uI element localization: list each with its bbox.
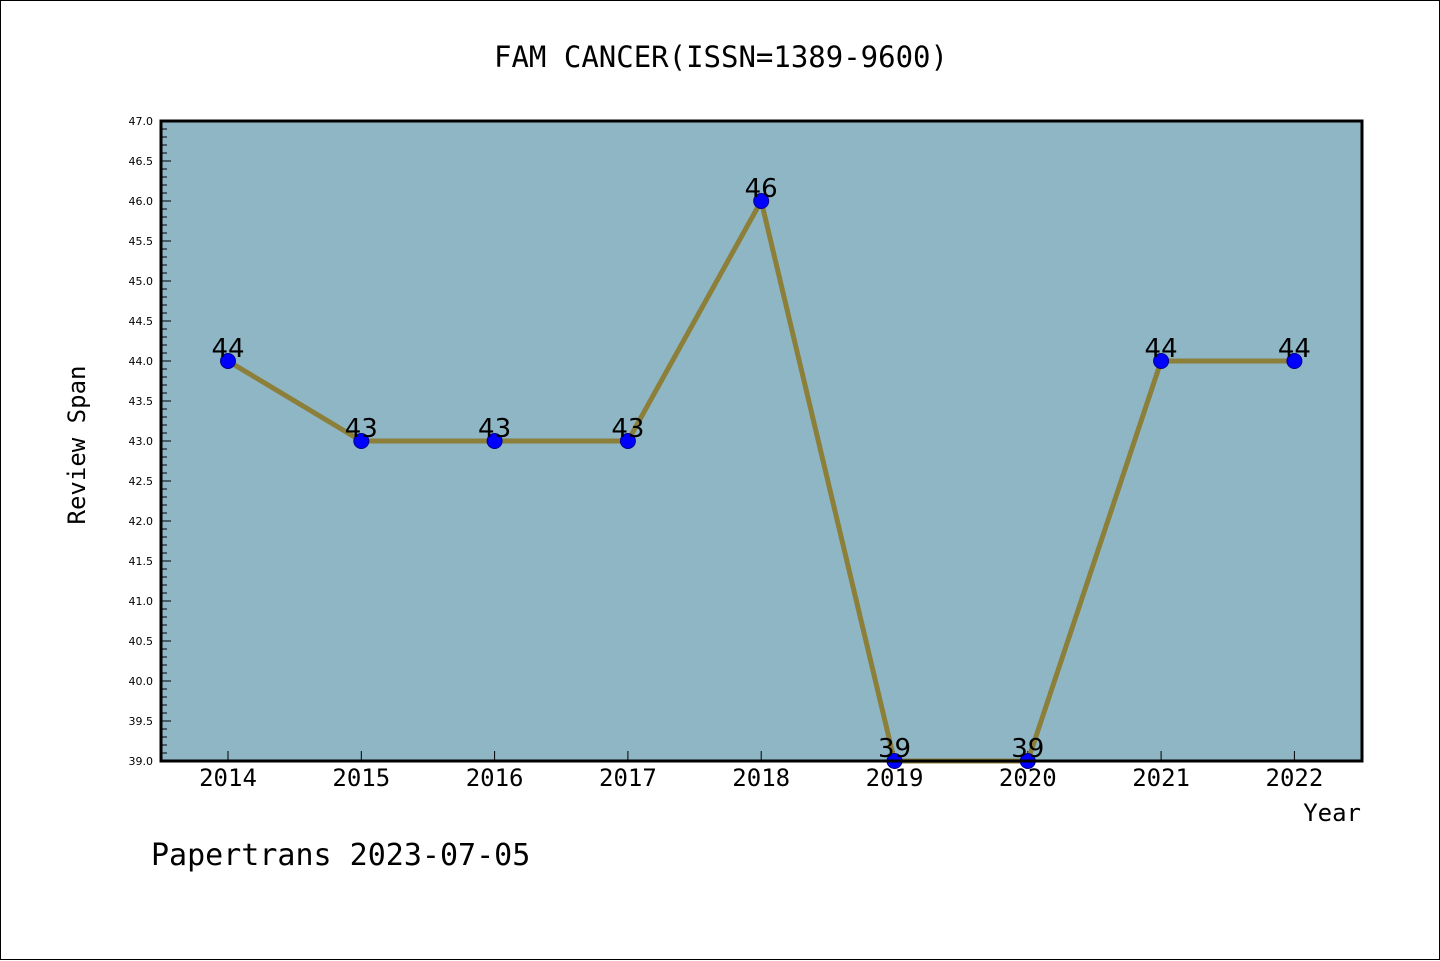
x-tick-label: 2016 [466,764,524,792]
y-axis-label: Review Span [63,366,91,525]
data-point [1153,353,1170,369]
x-tick-label: 2015 [332,764,390,792]
x-axis: 2014 2015 2016 2017 2018 2019 2020 2021 2022 [199,751,1323,792]
y-tick-label: 41.5 [129,555,154,568]
data-label: 44 [211,334,244,364]
data-label: 44 [1145,334,1178,364]
y-tick-label: 40.5 [129,635,154,648]
x-tick-label: 2017 [599,764,657,792]
x-tick-label: 2022 [1266,764,1324,792]
x-tick-label: 2014 [199,764,257,792]
data-labels: 44 43 43 43 46 39 39 44 44 [211,174,1310,764]
data-label: 39 [1011,734,1044,764]
y-tick-label: 43.5 [129,395,154,408]
data-label: 43 [345,414,378,444]
x-tick-label: 2021 [1132,764,1190,792]
y-tick-label: 40.0 [129,675,154,688]
y-tick-label: 47.0 [129,115,154,128]
data-label: 44 [1278,334,1311,364]
data-point [753,193,770,209]
y-tick-label: 39.5 [129,715,154,728]
plot-border [159,119,1364,763]
data-point [1286,353,1303,369]
y-tick-label: 39.0 [129,755,154,768]
chart-title: FAM CANCER(ISSN=1389-9600) [494,40,948,74]
data-label: 46 [745,174,778,204]
y-tick-label: 44.5 [129,315,154,328]
data-label: 39 [878,734,911,764]
y-tick-label: 45.5 [129,235,154,248]
data-point [353,433,370,449]
data-point [486,433,503,449]
data-label: 43 [611,414,644,444]
data-point [220,353,236,369]
y-tick-label: 46.5 [129,155,154,168]
y-tick-label: 42.5 [129,475,154,488]
y-tick-label: 45.0 [129,275,154,288]
y-tick-label: 41.0 [129,595,154,608]
plot-area [161,121,1362,761]
data-point [619,433,636,449]
footer-credit: Papertrans 2023-07-05 [151,838,530,873]
y-tick-label: 46.0 [129,195,154,208]
data-label: 43 [478,414,511,444]
y-tick-label: 43.0 [129,435,154,448]
y-tick-label: 42.0 [129,515,154,528]
x-axis-label: Year [1303,799,1361,827]
x-tick-label: 2018 [732,764,790,792]
y-tick-label: 44.0 [129,355,154,368]
